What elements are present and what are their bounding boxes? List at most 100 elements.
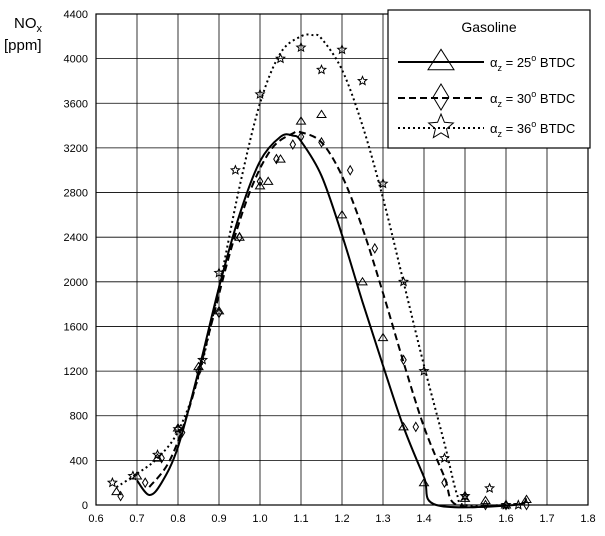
data-point-star <box>172 423 184 434</box>
data-point-star <box>151 448 164 460</box>
y-tick-label: 2800 <box>64 188 88 200</box>
data-point-triangle <box>193 361 204 371</box>
data-point-star <box>512 499 524 510</box>
legend-title: Gasoline <box>461 19 516 35</box>
data-point-star <box>295 41 307 53</box>
data-point-star <box>397 276 410 287</box>
x-tick-label: 1.2 <box>334 513 349 525</box>
data-point-triangle <box>398 421 409 431</box>
legend-marker-triangle <box>427 48 455 71</box>
data-point-diamond <box>318 136 325 148</box>
x-tick-label: 1.8 <box>580 513 595 525</box>
y-tick-label: 2000 <box>64 277 88 289</box>
data-point-star <box>459 490 471 501</box>
data-point-diamond <box>371 242 379 254</box>
data-point-diamond <box>236 231 243 243</box>
legend-label: αz = 30o BTDC <box>490 89 575 109</box>
data-point-star <box>377 177 389 189</box>
y-tick-label: 3200 <box>64 143 88 155</box>
x-tick-label: 1.5 <box>457 513 472 525</box>
x-tick-label: 0.6 <box>88 513 103 525</box>
x-tick-label: 1.4 <box>416 513 431 525</box>
y-axis-title: NOx [ppm] <box>4 15 43 54</box>
y-tick-label: 4400 <box>64 9 88 21</box>
data-point-star <box>229 164 241 175</box>
data-point-triangle <box>111 486 122 496</box>
data-point-triangle <box>418 477 430 487</box>
data-point-star <box>254 88 266 100</box>
y-tick-label: 0 <box>82 500 88 512</box>
data-point-star <box>336 43 348 55</box>
data-point-diamond <box>273 153 280 165</box>
data-point-triangle <box>295 116 307 125</box>
data-point-star <box>274 52 287 64</box>
legend-entry: αz = 30o BTDC <box>398 83 575 111</box>
data-point-triangle <box>357 276 368 286</box>
x-tick-label: 0.8 <box>170 513 185 525</box>
legend-marker-star <box>427 112 455 139</box>
data-point-triangle <box>262 176 274 185</box>
data-point-triangle <box>377 332 389 342</box>
data-point-triangle <box>480 495 491 505</box>
data-point-star <box>213 267 225 278</box>
data-point-diamond <box>215 307 223 319</box>
legend-box <box>387 9 591 149</box>
legend-entry: αz = 25o BTDC <box>398 48 575 73</box>
legend-label: αz = 25o BTDC <box>490 53 575 73</box>
fit-curve-diamond <box>148 130 507 509</box>
data-point-triangle <box>336 209 348 219</box>
plot-frame <box>95 13 589 506</box>
data-point-diamond <box>400 354 407 366</box>
y-axis-title-main: NOx <box>14 15 43 35</box>
data-point-triangle <box>254 180 266 190</box>
x-tick-label: 0.7 <box>129 513 144 525</box>
legend-entry: αz = 36o BTDC <box>398 112 575 139</box>
legend-label: αz = 36o BTDC <box>490 119 575 139</box>
data-point-star <box>315 63 328 75</box>
y-tick-label: 1600 <box>64 321 88 333</box>
y-tick-label: 1200 <box>64 366 88 378</box>
legend-entries: αz = 25o BTDC αz = 30o BTDC αz = 36o BTDC <box>398 48 575 139</box>
fit-curves <box>115 33 528 509</box>
data-point-diamond <box>441 477 448 489</box>
y-tick-label: 3600 <box>64 98 88 110</box>
x-tick-label: 0.9 <box>211 513 226 525</box>
data-point-star <box>106 476 118 488</box>
data-point-diamond <box>523 499 530 511</box>
data-point-triangle <box>316 109 327 118</box>
data-point-diamond <box>297 131 305 143</box>
y-tick-label: 4000 <box>64 54 88 66</box>
data-point-triangle <box>521 494 532 503</box>
data-point-star <box>356 75 369 86</box>
data-point-star <box>484 482 496 493</box>
x-tick-label: 1.0 <box>252 513 267 525</box>
y-tick-label: 800 <box>70 411 88 423</box>
data-point-star <box>500 499 512 510</box>
y-axis-title-subscript: x <box>37 23 43 35</box>
legend-marker-diamond <box>432 83 450 111</box>
x-tick-label: 1.7 <box>539 513 554 525</box>
x-tick-labels: 0.6 0.7 0.8 0.9 1.0 1.1 1.2 1.3 1.4 1.5 1.6 1.7 1.8 <box>88 513 595 525</box>
x-tick-label: 1.6 <box>498 513 513 525</box>
data-point-diamond <box>412 421 420 433</box>
data-point-diamond <box>117 490 124 502</box>
fit-curve-triangle <box>136 133 528 509</box>
y-tick-label: 2400 <box>64 232 88 244</box>
y-axis-title-unit: [ppm] <box>4 37 42 54</box>
data-point-star <box>438 452 451 463</box>
data-point-diamond <box>256 175 264 187</box>
fit-curve-star <box>115 33 507 507</box>
data-point-star <box>127 470 139 481</box>
data-point-triangle <box>131 471 143 480</box>
data-point-diamond <box>195 365 202 377</box>
data-point-diamond <box>482 499 489 511</box>
data-point-star <box>197 354 209 365</box>
data-point-triangle <box>213 305 225 315</box>
data-point-star <box>418 365 430 376</box>
x-tick-label: 1.3 <box>375 513 390 525</box>
y-tick-labels: 0 400 800 1200 1600 2000 2400 2800 3200 3600 4000 4… <box>64 9 88 512</box>
data-point-diamond <box>289 139 297 151</box>
data-point-diamond <box>141 477 149 489</box>
